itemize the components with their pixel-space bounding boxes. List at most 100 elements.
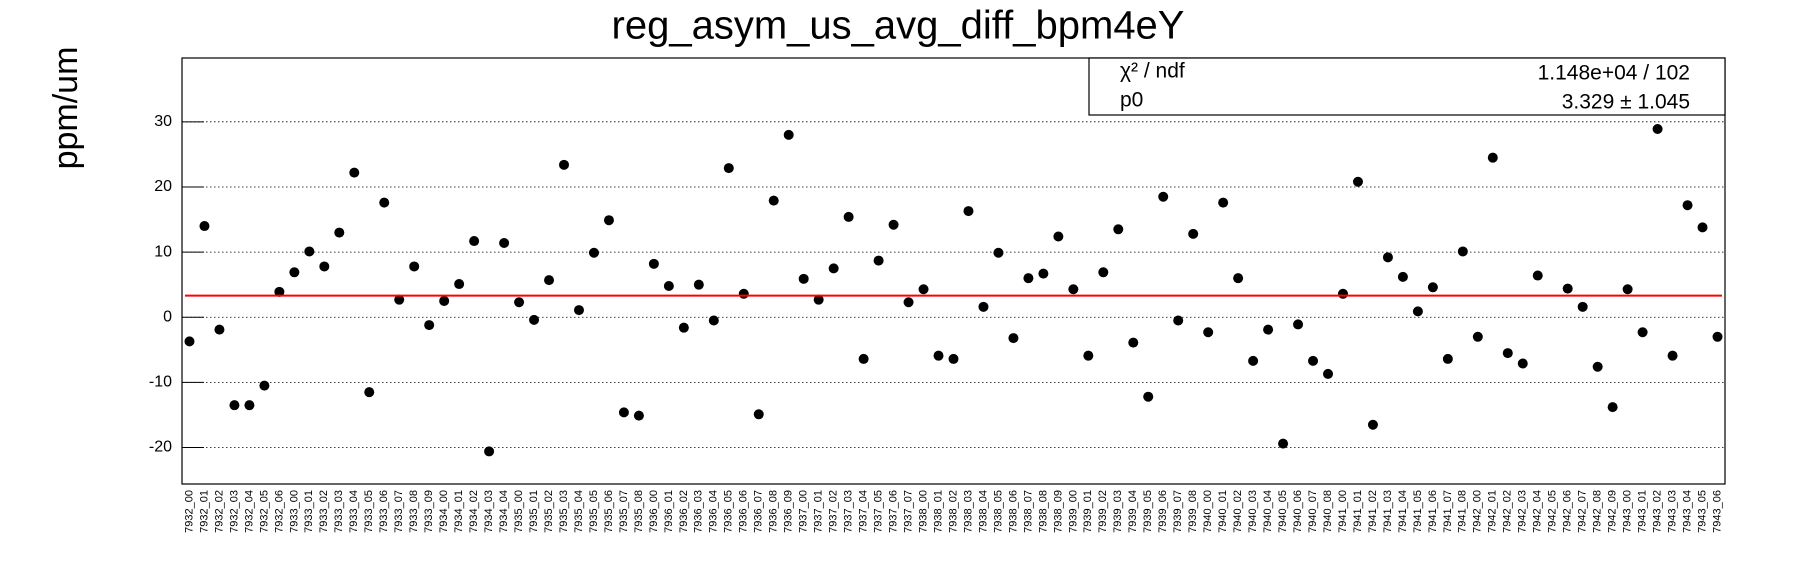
x-tick-label: 7939_04	[1127, 490, 1139, 533]
x-tick-label: 7937_01	[813, 490, 825, 533]
data-point	[768, 195, 779, 206]
data-point	[529, 314, 540, 325]
x-tick-label: 7937_03	[843, 490, 855, 533]
data-point	[1502, 348, 1513, 359]
plot-frame	[181, 57, 1726, 485]
x-tick-label: 7938_03	[962, 490, 974, 533]
x-tick-label: 7932_05	[258, 490, 270, 533]
x-tick-label: 7941_05	[1412, 490, 1424, 533]
x-tick-label: 7940_03	[1247, 490, 1259, 533]
data-point	[993, 247, 1004, 258]
data-point	[1038, 268, 1049, 279]
x-tick-label: 7943_05	[1696, 490, 1708, 533]
x-tick-label: 7942_06	[1562, 490, 1574, 533]
data-point	[933, 350, 944, 361]
x-tick-label: 7935_06	[603, 490, 615, 533]
data-point	[439, 295, 450, 306]
x-tick-label: 7941_00	[1337, 490, 1349, 533]
data-point	[633, 410, 644, 421]
data-point	[1652, 124, 1663, 134]
stats-value: 3.329 ± 1.045	[1562, 91, 1690, 114]
x-tick-label: 7943_04	[1681, 490, 1693, 533]
x-tick-label: 7935_00	[513, 490, 525, 533]
x-tick-label: 7942_09	[1607, 490, 1619, 533]
x-tick-label: 7933_06	[378, 490, 390, 533]
data-point	[798, 273, 809, 284]
data-point	[948, 353, 959, 364]
x-tick-label: 7936_08	[768, 490, 780, 533]
data-point	[319, 261, 330, 272]
data-point	[1607, 402, 1618, 413]
x-tick-label: 7943_02	[1651, 490, 1663, 533]
data-point	[1367, 419, 1378, 430]
data-point	[1517, 358, 1528, 369]
data-point	[184, 336, 195, 347]
data-point	[1667, 350, 1678, 361]
data-point	[379, 197, 390, 208]
data-point	[274, 286, 285, 297]
x-tick-label: 7936_02	[678, 490, 690, 533]
y-tick-label: 10	[154, 243, 172, 260]
data-point	[723, 163, 734, 174]
data-point	[783, 129, 794, 140]
y-tick-label: 20	[154, 178, 172, 195]
data-point	[978, 301, 989, 312]
data-point	[1562, 283, 1573, 294]
data-point	[1053, 231, 1064, 242]
data-point	[843, 211, 854, 222]
x-tick-label: 7943_00	[1622, 490, 1634, 533]
x-tick-label: 7937_05	[873, 490, 885, 533]
x-tick-label: 7937_00	[798, 490, 810, 533]
x-tick-label: 7934_04	[498, 490, 510, 533]
x-tick-label: 7941_03	[1382, 490, 1394, 533]
x-tick-label: 7932_01	[198, 490, 210, 533]
data-point	[813, 294, 824, 305]
x-tick-label: 7934_03	[483, 490, 495, 533]
x-tick-label: 7936_00	[648, 490, 660, 533]
x-tick-label: 7940_05	[1277, 490, 1289, 533]
data-point	[1083, 350, 1094, 361]
x-tick-label: 7934_01	[453, 490, 465, 533]
x-tick-label: 7939_03	[1112, 490, 1124, 533]
x-tick-label: 7941_07	[1442, 490, 1454, 533]
data-point	[1682, 200, 1693, 211]
data-point	[1308, 355, 1319, 366]
x-tick-label: 7935_03	[558, 490, 570, 533]
x-tick-label: 7938_08	[1037, 490, 1049, 533]
data-point	[1173, 315, 1184, 326]
data-point	[573, 305, 584, 316]
y-tick-label: -10	[149, 374, 172, 391]
x-tick-label: 7936_05	[723, 490, 735, 533]
x-tick-label: 7933_00	[288, 490, 300, 533]
data-point	[1008, 333, 1019, 344]
data-point	[693, 279, 704, 290]
x-tick-label: 7935_04	[573, 490, 585, 533]
x-tick-label: 7939_02	[1097, 490, 1109, 533]
x-tick-label: 7935_08	[633, 490, 645, 533]
data-point	[469, 236, 480, 247]
x-tick-label: 7933_04	[348, 490, 360, 533]
x-tick-label: 7941_08	[1457, 490, 1469, 533]
x-tick-label: 7932_03	[228, 490, 240, 533]
data-point	[678, 322, 689, 333]
chart-title: reg_asym_us_avg_diff_bpm4eY	[612, 4, 1185, 48]
x-tick-label: 7943_03	[1666, 490, 1678, 533]
data-point	[918, 284, 929, 295]
x-tick-label: 7938_07	[1022, 490, 1034, 533]
data-point	[1397, 271, 1408, 282]
x-tick-label: 7935_05	[588, 490, 600, 533]
x-tick-label: 7932_00	[183, 490, 195, 533]
x-tick-label: 7938_04	[977, 490, 989, 533]
data-point	[588, 247, 599, 258]
y-tick-label: 0	[163, 308, 172, 325]
data-point	[559, 159, 570, 170]
data-point	[858, 353, 869, 364]
data-point	[1442, 353, 1453, 364]
x-tick-label: 7936_03	[693, 490, 705, 533]
data-point	[1278, 438, 1289, 449]
x-tick-label: 7941_02	[1367, 490, 1379, 533]
x-tick-label: 7933_03	[333, 490, 345, 533]
data-point	[753, 409, 764, 420]
data-point	[1098, 267, 1109, 278]
x-tick-label: 7942_05	[1547, 490, 1559, 533]
